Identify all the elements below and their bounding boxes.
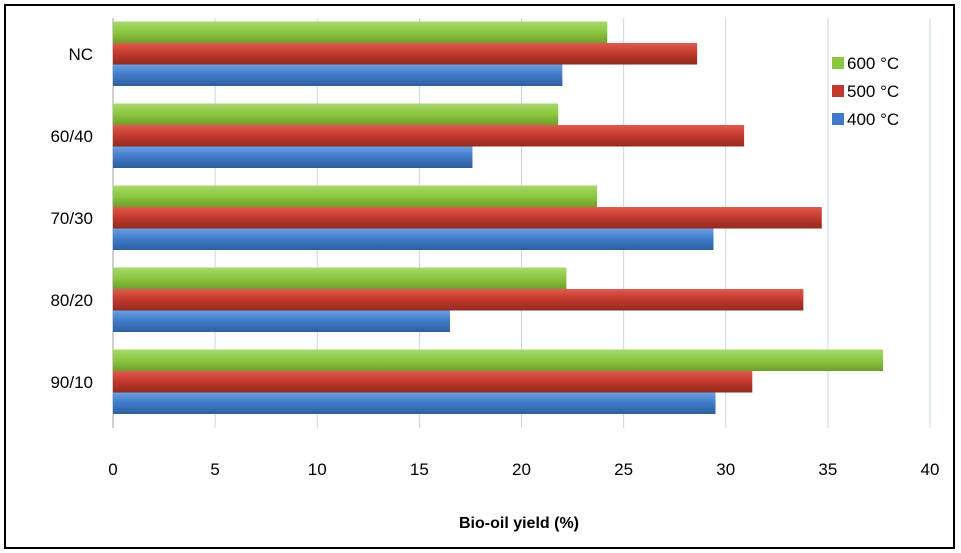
x-tick-label: 25 bbox=[614, 460, 633, 479]
bar-60-40-series-1 bbox=[113, 103, 559, 125]
category-label: 60/40 bbox=[50, 127, 93, 146]
bars bbox=[113, 21, 884, 414]
x-tick-label: 40 bbox=[921, 460, 940, 479]
bar-70-30-series-1 bbox=[113, 185, 598, 207]
x-axis-title: Bio-oil yield (%) bbox=[459, 515, 579, 532]
legend: 600 °C 500 °C 400 °C bbox=[832, 54, 899, 129]
bar-90-10-series-3 bbox=[113, 392, 716, 414]
bar-70-30-series-3 bbox=[113, 228, 714, 250]
bar-70-30-series-2 bbox=[113, 207, 822, 229]
bar-90-10-series-1 bbox=[113, 349, 884, 371]
legend-label: 500 °C bbox=[847, 82, 899, 101]
bar-80-20-series-1 bbox=[113, 267, 567, 289]
axis-labels: 0 5 10 15 20 25 30 35 40 NC 60/40 70/30 80/20 90/10 bbox=[50, 45, 939, 479]
legend-swatch bbox=[832, 57, 844, 69]
legend-swatch bbox=[832, 113, 844, 125]
x-tick-label: 15 bbox=[410, 460, 429, 479]
legend-label: 400 °C bbox=[847, 110, 899, 129]
bar-90-10-series-2 bbox=[113, 371, 753, 393]
bar-NC-series-3 bbox=[113, 64, 563, 86]
bar-60-40-series-2 bbox=[113, 125, 745, 147]
x-tick-label: 30 bbox=[716, 460, 735, 479]
x-tick-label: 5 bbox=[210, 460, 219, 479]
bar-NC-series-2 bbox=[113, 43, 698, 65]
category-label: NC bbox=[68, 45, 93, 64]
x-tick-label: 20 bbox=[512, 460, 531, 479]
bar-80-20-series-3 bbox=[113, 310, 451, 332]
legend-swatch bbox=[832, 85, 844, 97]
x-tick-label: 10 bbox=[308, 460, 327, 479]
category-label: 70/30 bbox=[50, 209, 93, 228]
x-tick-label: 35 bbox=[818, 460, 837, 479]
bar-NC-series-1 bbox=[113, 21, 608, 43]
x-tick-label: 0 bbox=[108, 460, 117, 479]
bar-80-20-series-2 bbox=[113, 289, 804, 311]
category-label: 80/20 bbox=[50, 291, 93, 310]
category-label: 90/10 bbox=[50, 373, 93, 392]
legend-label: 600 °C bbox=[847, 54, 899, 73]
bar-60-40-series-3 bbox=[113, 146, 473, 168]
